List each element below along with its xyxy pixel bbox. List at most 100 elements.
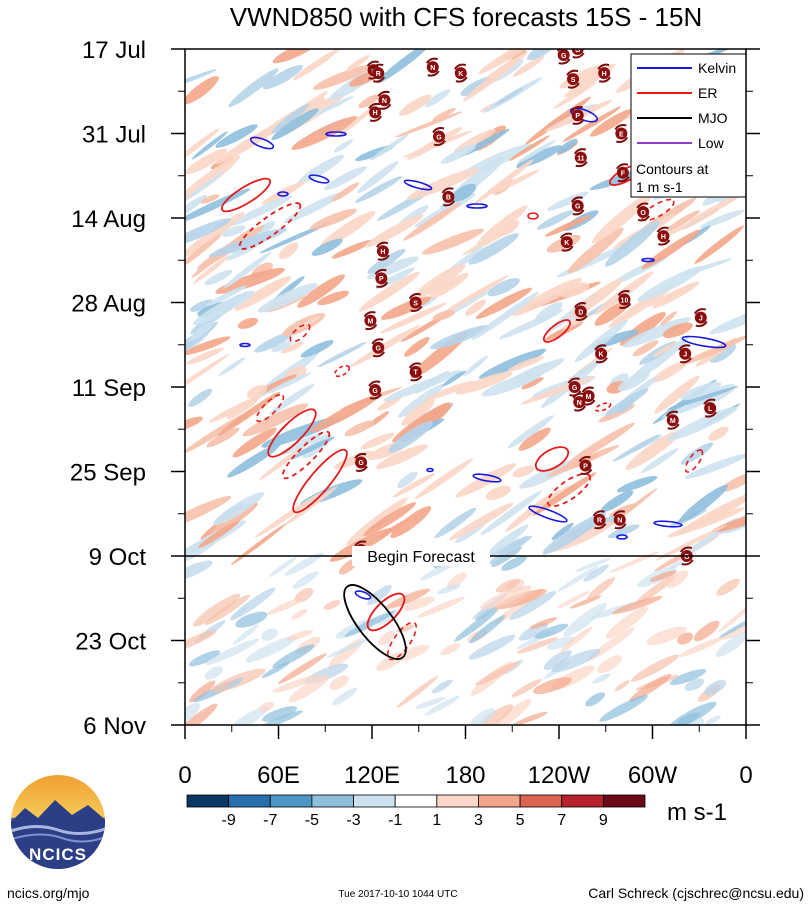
anomaly-streak [360, 432, 395, 450]
storm-symbol [559, 232, 574, 252]
storm-label: R [597, 518, 602, 525]
anomaly-streak [185, 211, 245, 260]
er-contour [238, 202, 302, 250]
forecast-label: Begin Forecast [367, 549, 475, 566]
anomaly-streak [647, 281, 699, 307]
y-tick-label: 28 Aug [71, 291, 146, 318]
kelvin-contour [325, 131, 347, 137]
anomaly-streak [221, 225, 246, 237]
anomaly-streak [288, 675, 330, 703]
storm-symbol [408, 293, 423, 312]
storm-symbol [363, 311, 378, 331]
anomaly-streak [235, 611, 268, 628]
anomaly-streak [462, 51, 528, 102]
storm-label: D [578, 309, 583, 316]
anomaly-streak [291, 608, 308, 620]
storm-symbol-core [679, 347, 692, 360]
anomaly-streak [591, 191, 654, 244]
storm-symbol [453, 63, 468, 83]
anomaly-streak [227, 677, 244, 689]
anomaly-streak [432, 108, 456, 121]
anomaly-streak [185, 76, 219, 105]
storm-symbol [617, 289, 632, 309]
storm-marker: M [581, 386, 596, 406]
anomaly-streak [376, 49, 434, 84]
storm-label: P [379, 276, 384, 283]
storm-marker: G [368, 380, 382, 400]
anomaly-streak [232, 427, 277, 458]
anomaly-streak [684, 678, 705, 691]
anomaly-streak [185, 703, 201, 723]
anomaly-streak [428, 272, 469, 300]
anomaly-streak [641, 229, 701, 270]
anomaly-streak [509, 135, 550, 161]
anomaly-streak [212, 491, 265, 526]
x-tick-label: 180 [445, 762, 485, 789]
anomaly-streak [191, 131, 228, 160]
anomaly-streak [254, 491, 324, 538]
anomaly-streak [556, 590, 590, 609]
ncics-logo: NCICS [11, 775, 105, 869]
anomaly-streak [679, 484, 728, 523]
er-contour [292, 448, 348, 514]
anomaly-streak [667, 386, 739, 410]
anomaly-streak [230, 523, 287, 566]
anomaly-streak [185, 496, 232, 530]
kelvin-contour [354, 590, 372, 600]
storm-symbol [597, 63, 612, 83]
anomaly-streak [407, 126, 463, 160]
kelvin-contour [403, 179, 433, 191]
legend-mjo-label: MJO [698, 110, 728, 126]
colorbar-swatch [186, 794, 230, 808]
storm-label: N [382, 98, 387, 105]
anomaly-streak [416, 596, 465, 618]
anomaly-streak [215, 124, 258, 148]
y-tick-label: 25 Sep [70, 460, 146, 487]
anomaly-streak [242, 403, 309, 437]
storm-marker: G [556, 49, 571, 65]
anomaly-streak [669, 669, 707, 686]
anomaly-streak [415, 697, 446, 709]
storm-marker: N [425, 57, 440, 77]
anomaly-streak [508, 356, 544, 372]
anomaly-streak [284, 486, 338, 526]
anomaly-streak [185, 233, 222, 270]
kelvin-contour [239, 342, 251, 348]
colorbar-swatch [602, 794, 646, 808]
storm-label: H [602, 71, 607, 78]
anomaly-streak [557, 138, 578, 154]
footer-credit: Carl Schreck (cjschrec@ncsu.edu) [588, 885, 804, 901]
colorbar-swatch [394, 794, 438, 808]
anomaly-streak [394, 111, 463, 138]
storm-symbol [612, 510, 627, 530]
storm-symbol [374, 268, 389, 288]
storm-label: B [446, 195, 451, 202]
storm-marker: H [656, 226, 671, 246]
storm-marker: 10 [617, 289, 632, 309]
storm-marker: J [693, 308, 708, 328]
anomaly-streak [185, 416, 203, 432]
anomaly-streak [185, 194, 208, 222]
anomaly-streak [258, 701, 275, 712]
anomaly-streak [226, 396, 260, 420]
anomaly-streak [223, 251, 272, 289]
anomaly-streak [594, 271, 654, 315]
legend-note-line2: 1 m s-1 [636, 179, 683, 195]
anomaly-streak [323, 600, 341, 610]
anomaly-streak [532, 677, 572, 695]
anomaly-streak [392, 402, 451, 443]
anomaly-streak [186, 347, 224, 365]
y-tick-label: 31 Jul [82, 122, 146, 149]
anomaly-streak [546, 636, 576, 650]
legend-box [630, 53, 747, 198]
anomaly-streak [512, 277, 583, 316]
storm-symbol-core [557, 49, 570, 62]
anomaly-streak [425, 89, 451, 108]
colorbar-swatch [561, 794, 604, 808]
anomaly-streak [449, 502, 514, 541]
colorbar-label: -5 [305, 812, 319, 829]
anomaly-streak [592, 673, 611, 684]
storm-symbol-core [409, 296, 422, 309]
anomaly-streak [594, 300, 630, 326]
er-contour [684, 449, 704, 473]
